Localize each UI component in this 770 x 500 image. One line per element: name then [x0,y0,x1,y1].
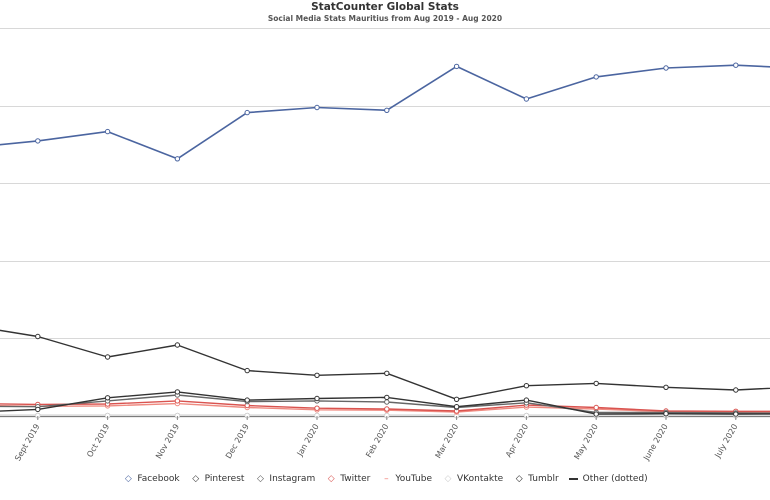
data-point [523,397,530,403]
x-tick-label: Apr 2020 [504,423,530,459]
diamond-swatch-icon: ◇ [444,473,452,484]
diamond-swatch-icon: ◇ [124,473,132,484]
legend-label: YouTube [395,474,432,484]
data-point [384,107,390,114]
diamond-swatch-icon: ◇ [515,473,523,484]
x-tick-label: Nov 2019 [154,423,181,461]
data-point [663,384,669,390]
legend-label: VKontakte [457,474,504,484]
data-point [174,398,181,404]
data-point [453,404,460,410]
legend-item[interactable]: – YouTube [380,474,432,484]
data-point [384,394,390,401]
data-point [314,405,320,411]
data-point [314,395,320,402]
legend-item[interactable]: ◇ VKontakte [442,473,504,484]
data-point [593,380,599,387]
line-chart: Sept 2019 Oct 2019 Nov 2019 Dec 2019 Jan 202… [0,28,770,463]
data-point [384,399,390,405]
data-point [314,372,320,378]
diamond-swatch-icon: ◇ [327,473,335,484]
data-point [453,396,460,402]
legend-label: Other (dotted) [582,474,648,484]
series-facebook [0,62,770,162]
x-tick-label: July 2020 [713,423,740,461]
data-point [663,411,669,417]
chart-title: StatCounter Global Stats [311,1,459,13]
legend-item[interactable]: ◇ Facebook [122,473,180,484]
data-point [453,63,460,70]
series-other-dotted- [0,329,770,402]
data-point [104,354,111,360]
data-point [384,406,390,412]
data-point [663,65,669,71]
data-point [733,411,739,417]
data-point [244,367,250,374]
x-axis-tick-labels: Sept 2019 Oct 2019 Nov 2019 Dec 2019 Jan 202… [13,416,740,463]
series-lines [0,62,770,419]
legend-label: Tumblr [528,474,559,484]
series-pinterest [0,389,770,417]
data-point [384,370,390,376]
data-point [593,404,599,411]
data-point [104,395,111,401]
x-tick-label: Dec 2019 [224,423,251,461]
data-point [174,342,181,348]
x-tick-label: May 2020 [572,423,600,462]
data-point [174,156,181,162]
data-point [174,389,181,395]
data-point [244,397,250,403]
data-point [593,411,599,417]
data-point [244,109,250,116]
dash-swatch-icon: – [384,473,389,484]
data-point [733,62,739,68]
x-tick-label: June 2020 [641,423,669,463]
legend-item[interactable]: Other (dotted) [568,474,648,484]
data-point [523,383,530,389]
x-tick-label: Mar 2020 [434,423,461,460]
diamond-swatch-icon: ◇ [256,473,264,484]
data-point [35,138,41,144]
x-tick-label: Feb 2020 [364,423,390,460]
data-point [523,96,530,102]
legend: ◇ Facebook ◇ Pinterest ◇ Instagram ◇ Twitter – Yo… [0,474,770,484]
chart-subtitle: Social Media Stats Mauritius from Aug 20… [267,14,503,23]
series-line [0,329,770,400]
line-swatch-icon [568,478,578,480]
data-point [593,74,599,80]
legend-item[interactable]: ◇ Instagram [254,474,315,484]
data-point [733,387,739,393]
legend-item[interactable]: ◇ Tumblr [513,474,559,484]
x-tick-label: Jan 2020 [295,423,321,459]
legend-label: Pinterest [204,474,245,484]
data-point [104,128,111,135]
data-point [35,406,41,413]
data-point [35,333,41,340]
legend-label: Instagram [269,474,316,484]
data-point [314,104,320,111]
x-tick-label: Sept 2019 [13,423,41,463]
legend-item[interactable]: ◇ Pinterest [190,473,245,484]
legend-label: Twitter [340,474,371,484]
legend-item[interactable]: ◇ Twitter [325,473,371,484]
diamond-swatch-icon: ◇ [192,473,200,484]
gridlines [0,28,770,418]
legend-label: Facebook [137,474,180,484]
x-tick-label: Oct 2019 [85,423,111,459]
